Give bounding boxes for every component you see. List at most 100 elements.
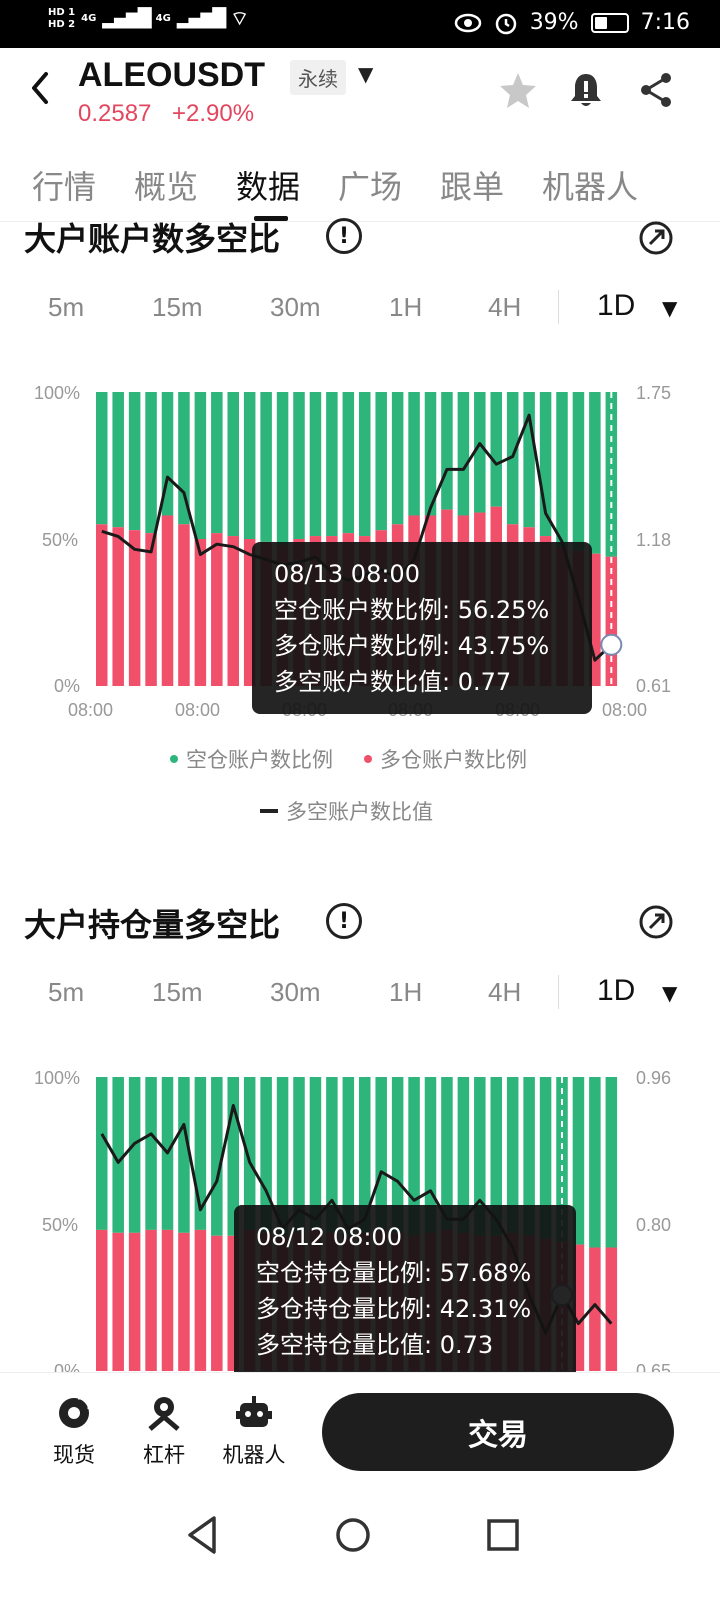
short-ratio-bar[interactable] — [408, 1077, 420, 1236]
tab-data[interactable]: 数据 — [236, 168, 301, 206]
short-ratio-bar[interactable] — [424, 1077, 437, 1233]
bots-button[interactable]: 机器人 — [214, 1393, 294, 1469]
long-ratio-bar[interactable] — [112, 1232, 124, 1371]
interval-1d[interactable]: 1D — [597, 289, 636, 322]
short-ratio-bar[interactable] — [375, 1077, 387, 1230]
long-ratio-bar[interactable] — [194, 539, 207, 686]
short-ratio-bar[interactable] — [572, 392, 585, 551]
section2-chart[interactable]: 100% 50% 0% 0.96 0.80 0.65 08/12 08:00 空… — [0, 1055, 720, 1372]
short-ratio-bar[interactable] — [375, 392, 387, 531]
tab-copy-trading[interactable]: 跟单 — [440, 168, 505, 206]
short-ratio-bar[interactable] — [572, 1077, 585, 1245]
short-ratio-bar[interactable] — [539, 392, 552, 537]
short-ratio-bar[interactable] — [227, 392, 240, 537]
short-ratio-bar[interactable] — [293, 1077, 305, 1233]
short-ratio-bar[interactable] — [359, 392, 371, 537]
short-ratio-bar[interactable] — [161, 392, 174, 516]
short-ratio-bar[interactable] — [474, 1077, 486, 1236]
interval-1d[interactable]: 1D — [597, 974, 636, 1007]
short-ratio-bar[interactable] — [194, 1077, 207, 1230]
info-icon[interactable]: ! — [326, 218, 362, 254]
long-ratio-bar[interactable] — [178, 524, 190, 686]
long-ratio-bar[interactable] — [96, 1229, 108, 1371]
short-ratio-bar[interactable] — [326, 1077, 338, 1233]
short-ratio-bar[interactable] — [457, 392, 470, 516]
section1-chart[interactable]: 100% 50% 0% 1.75 1.18 0.61 08:00 08:00 0… — [0, 370, 720, 720]
long-ratio-bar[interactable] — [227, 1235, 240, 1371]
interval-1h[interactable]: 1H — [389, 292, 423, 322]
interval-15m[interactable]: 15m — [152, 292, 203, 322]
interval-30m[interactable]: 30m — [270, 292, 321, 322]
interval-4h[interactable]: 4H — [488, 977, 522, 1007]
tab-square[interactable]: 广场 — [338, 168, 403, 206]
nav-back-icon[interactable] — [178, 1510, 228, 1560]
nav-recents-icon[interactable] — [478, 1510, 528, 1560]
long-ratio-bar[interactable] — [161, 1229, 174, 1371]
short-ratio-bar[interactable] — [227, 1077, 240, 1236]
long-ratio-bar[interactable] — [589, 1247, 601, 1371]
interval-1h[interactable]: 1H — [389, 977, 423, 1007]
short-ratio-bar[interactable] — [342, 392, 355, 534]
long-ratio-bar[interactable] — [572, 1244, 585, 1371]
contract-type-badge[interactable]: 永续 — [290, 60, 346, 95]
short-ratio-bar[interactable] — [96, 392, 108, 525]
share-button[interactable] — [636, 70, 676, 110]
short-ratio-bar[interactable] — [441, 392, 453, 510]
long-ratio-bar[interactable] — [605, 1247, 618, 1371]
long-ratio-bar[interactable] — [96, 524, 108, 686]
legend-ratio[interactable]: 多空账户数比值 — [260, 796, 433, 826]
trade-button[interactable]: 交易 — [322, 1393, 674, 1471]
short-ratio-bar[interactable] — [128, 392, 141, 531]
short-ratio-bar[interactable] — [589, 1077, 601, 1248]
short-ratio-bar[interactable] — [359, 1077, 371, 1233]
short-ratio-bar[interactable] — [441, 1077, 453, 1230]
short-ratio-bar[interactable] — [243, 1077, 256, 1230]
long-ratio-bar[interactable] — [227, 536, 240, 686]
interval-5m[interactable]: 5m — [48, 977, 85, 1007]
short-ratio-bar[interactable] — [276, 1077, 289, 1236]
nav-home-icon[interactable] — [328, 1510, 378, 1560]
caret-down-icon[interactable]: ▼ — [662, 981, 678, 1005]
short-ratio-bar[interactable] — [178, 392, 190, 525]
short-ratio-bar[interactable] — [293, 392, 305, 539]
caret-down-icon[interactable]: ▼ — [358, 62, 374, 86]
pair-title[interactable]: ALEOUSDT — [78, 56, 265, 94]
short-ratio-bar[interactable] — [490, 1077, 503, 1236]
short-ratio-bar[interactable] — [128, 1077, 141, 1233]
long-ratio-bar[interactable] — [112, 527, 124, 686]
legend-long[interactable]: 多仓账户数比例 — [364, 744, 527, 774]
long-ratio-bar[interactable] — [145, 1229, 157, 1371]
short-ratio-bar[interactable] — [457, 1077, 470, 1233]
short-ratio-bar[interactable] — [326, 392, 338, 537]
long-ratio-bar[interactable] — [128, 1232, 141, 1371]
short-ratio-bar[interactable] — [145, 1077, 157, 1230]
short-ratio-bar[interactable] — [474, 392, 486, 513]
short-ratio-bar[interactable] — [243, 392, 256, 539]
short-ratio-bar[interactable] — [490, 392, 503, 507]
short-ratio-bar[interactable] — [523, 1077, 535, 1236]
short-ratio-bar[interactable] — [178, 1077, 190, 1233]
back-button[interactable] — [28, 70, 52, 113]
long-ratio-bar[interactable] — [589, 553, 601, 686]
external-link-icon[interactable] — [638, 220, 674, 256]
alert-button[interactable] — [566, 70, 606, 110]
short-ratio-bar[interactable] — [112, 392, 124, 528]
info-icon[interactable]: ! — [326, 903, 362, 939]
long-ratio-bar[interactable] — [161, 515, 174, 686]
short-ratio-bar[interactable] — [276, 392, 289, 545]
margin-button[interactable]: 杠杆 — [124, 1393, 204, 1469]
long-ratio-bar[interactable] — [243, 539, 256, 686]
short-ratio-bar[interactable] — [309, 1077, 322, 1230]
tab-overview[interactable]: 概览 — [134, 168, 199, 206]
short-ratio-bar[interactable] — [194, 392, 207, 539]
spot-button[interactable]: 现货 — [34, 1393, 114, 1469]
short-ratio-bar[interactable] — [539, 1077, 552, 1239]
long-ratio-bar[interactable] — [178, 1232, 190, 1371]
short-ratio-bar[interactable] — [211, 1077, 223, 1236]
interval-30m[interactable]: 30m — [270, 977, 321, 1007]
long-ratio-bar[interactable] — [605, 556, 618, 686]
short-ratio-bar[interactable] — [556, 392, 568, 548]
short-ratio-bar[interactable] — [391, 392, 404, 525]
interval-5m[interactable]: 5m — [48, 292, 85, 322]
short-ratio-bar[interactable] — [391, 1077, 404, 1233]
